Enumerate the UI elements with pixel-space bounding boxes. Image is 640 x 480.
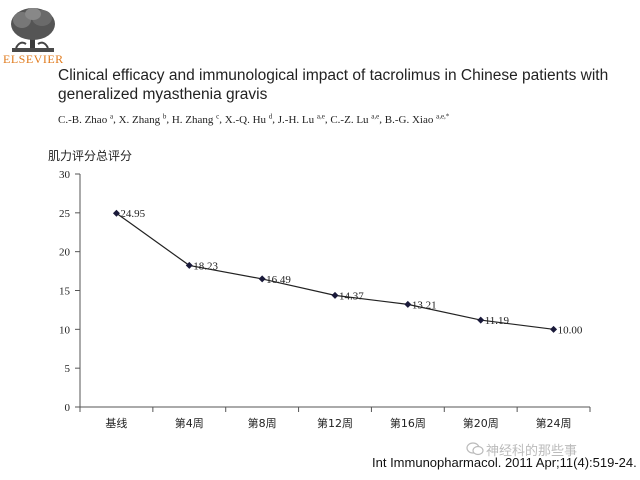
- data-label: 10.00: [558, 324, 583, 336]
- paper-title: Clinical efficacy and immunological impa…: [58, 66, 638, 104]
- author-affiliation: d: [268, 112, 273, 120]
- x-tick-label: 第8周: [248, 416, 277, 430]
- y-tick-label: 30: [59, 169, 71, 181]
- author-separator: ,: [324, 113, 331, 126]
- author-separator: ,: [166, 113, 172, 126]
- data-label: 11.19: [485, 315, 510, 327]
- author-separator: ,: [113, 113, 119, 126]
- y-tick-label: 0: [65, 402, 71, 414]
- author-name: X. Zhang b: [118, 112, 167, 126]
- data-label: 13.21: [412, 299, 437, 311]
- author-affiliation: a: [109, 112, 114, 120]
- data-point: [404, 300, 412, 308]
- data-point: [477, 316, 485, 324]
- author-name: X.-Q. Hu d: [224, 112, 273, 126]
- author-affiliation: a,e,*: [436, 112, 450, 120]
- y-axis-label: 肌力评分总评分: [48, 149, 132, 163]
- x-tick-label: 第12周: [317, 416, 353, 430]
- data-point: [331, 291, 339, 299]
- wechat-icon: [466, 442, 484, 456]
- author-name: C.-B. Zhao a: [58, 112, 114, 126]
- y-tick-label: 20: [59, 247, 71, 259]
- data-label: 16.49: [266, 274, 291, 286]
- x-tick-label: 第20周: [463, 416, 499, 430]
- x-tick-label: 第4周: [175, 416, 204, 430]
- author-affiliation: c: [216, 112, 220, 120]
- data-point: [550, 325, 558, 333]
- data-point: [185, 261, 193, 269]
- watermark-text: 神经科的那些事: [486, 444, 578, 459]
- series-line: [116, 212, 554, 330]
- data-label: 24.95: [120, 208, 145, 220]
- elsevier-tree-logo: [11, 8, 55, 52]
- data-point: [112, 209, 120, 217]
- author-list: C.-B. Zhao a, X. Zhang b, H. Zhang c, X.…: [58, 112, 449, 126]
- y-tick-label: 5: [65, 363, 71, 375]
- data-label: 14.37: [339, 290, 364, 302]
- author-name: H. Zhang c: [171, 112, 220, 126]
- author-affiliation: a,e: [316, 112, 325, 120]
- data-label: 18.23: [193, 260, 218, 272]
- author-separator: ,: [219, 113, 225, 126]
- author-separator: ,: [272, 113, 278, 126]
- author-affiliation: a,e: [371, 112, 380, 120]
- line-chart: 肌力评分总评分 0 5 10 15 20 25 30 基线 第4周 第8周 第12周 第16周 第20周 第…: [48, 149, 591, 430]
- y-tick-label: 15: [59, 286, 71, 298]
- paper-title-line2: generalized myasthenia gravis: [58, 86, 268, 103]
- x-tick-label: 第24周: [536, 416, 572, 430]
- author-name: C.-Z. Lu a,e: [330, 112, 380, 126]
- publisher-name: ELSEVIER: [3, 52, 64, 66]
- data-point: [258, 275, 266, 283]
- y-tick-label: 10: [59, 324, 71, 336]
- author-affiliation: b: [162, 112, 167, 120]
- author-name: B.-G. Xiao a,e,*: [384, 112, 450, 126]
- x-tick-label: 基线: [105, 416, 127, 430]
- paper-title-line1: Clinical efficacy and immunological impa…: [58, 67, 609, 84]
- citation: Int Immunopharmacol. 2011 Apr;11(4):519-…: [372, 455, 637, 470]
- author-separator: ,: [379, 113, 385, 126]
- author-name: J.-H. Lu a,e: [277, 112, 325, 126]
- y-tick-label: 25: [59, 208, 71, 220]
- x-tick-label: 第16周: [390, 416, 426, 430]
